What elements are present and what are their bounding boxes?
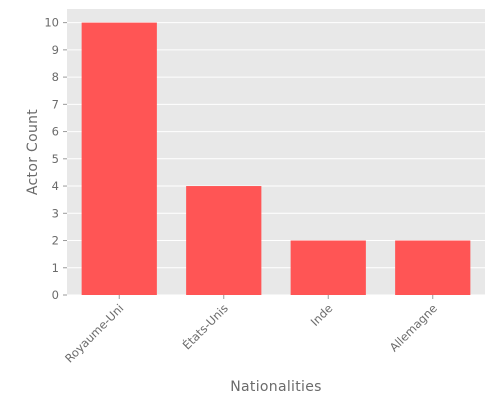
bar-4 bbox=[395, 240, 471, 295]
x-axis-title: Nationalities bbox=[230, 379, 321, 395]
bar-2 bbox=[186, 186, 262, 295]
bar-3 bbox=[290, 240, 366, 295]
bar-1 bbox=[81, 22, 157, 295]
y-tick-label: 3 bbox=[52, 206, 59, 220]
x-tick-label: Inde bbox=[308, 301, 336, 329]
y-tick-label: 8 bbox=[52, 70, 59, 84]
y-tick-label: 2 bbox=[52, 234, 59, 248]
y-tick-label: 6 bbox=[52, 125, 59, 139]
y-tick-label: 5 bbox=[52, 152, 59, 166]
x-axis-ticks: Royaume-Uni États-Unis Inde Allemagne bbox=[62, 295, 440, 366]
y-tick-label: 9 bbox=[52, 43, 59, 57]
x-tick-label: Allemagne bbox=[387, 301, 440, 354]
x-tick-label: États-Unis bbox=[179, 301, 231, 353]
y-tick-label: 10 bbox=[44, 16, 59, 30]
y-tick-label: 7 bbox=[52, 97, 59, 111]
x-tick-label: Royaume-Uni bbox=[62, 301, 126, 365]
y-tick-label: 0 bbox=[52, 288, 59, 302]
bars bbox=[81, 22, 471, 295]
y-tick-label: 1 bbox=[52, 261, 59, 275]
y-tick-label: 4 bbox=[52, 179, 59, 193]
y-axis-ticks: 0 1 2 3 4 5 6 7 8 9 10 bbox=[44, 16, 67, 302]
y-axis-title: Actor Count bbox=[25, 109, 41, 195]
